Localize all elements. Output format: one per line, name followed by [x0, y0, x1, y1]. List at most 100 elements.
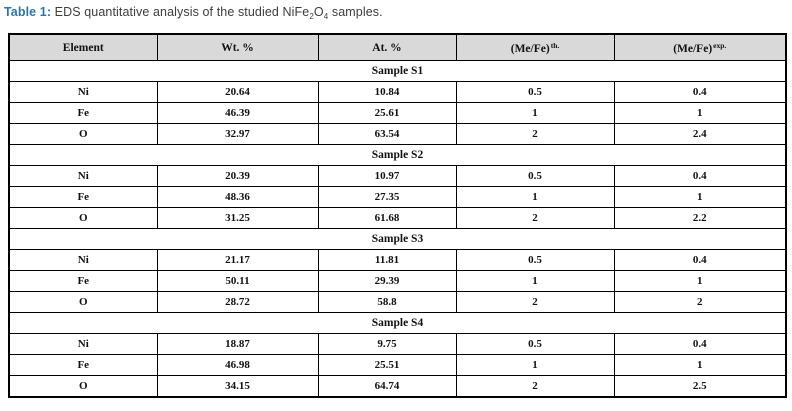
sample-section-row: Sample S1: [8, 60, 787, 82]
sample-section-row: Sample S2: [8, 144, 787, 166]
table-row: Ni 18.87 9.75 0.5 0.4: [8, 333, 787, 355]
value-cell: 1: [455, 186, 615, 208]
value-cell: 1: [613, 102, 787, 124]
value-cell: 20.64: [156, 81, 319, 103]
value-cell: 0.5: [455, 165, 615, 187]
value-cell: 63.54: [317, 123, 457, 145]
value-cell: 29.39: [317, 270, 457, 292]
sample-section-row: Sample S4: [8, 312, 787, 334]
column-header-element-label: Element: [62, 41, 104, 54]
table-row: O 34.15 64.74 2 2.5: [8, 375, 787, 398]
column-header-at-label: At. %: [372, 41, 402, 54]
column-header-at-percent: At. %: [317, 33, 457, 61]
value-cell: 64.74: [317, 375, 457, 398]
value-cell: 1: [613, 270, 787, 292]
element-cell: Fe: [8, 270, 158, 292]
value-cell: 9.75: [317, 333, 457, 355]
table-caption-text-mid: O: [313, 5, 324, 19]
table-row: O 28.72 58.8 2 2: [8, 291, 787, 313]
sample-section-row: Sample S3: [8, 228, 787, 250]
table-caption-subscript-4: 4: [323, 12, 329, 21]
column-header-wt-label: Wt. %: [221, 41, 254, 54]
value-cell: 46.39: [156, 102, 319, 124]
column-header-mefe-experimental: (Me/Fe)exp.: [613, 33, 787, 61]
value-cell: 21.17: [156, 249, 319, 271]
table-caption-label: Table 1:: [4, 5, 52, 19]
sample-section-header: Sample S4: [8, 312, 787, 334]
value-cell: 1: [613, 186, 787, 208]
table-caption-subscript-2: 2: [309, 12, 314, 21]
value-cell: 18.87: [156, 333, 319, 355]
value-cell: 28.72: [156, 291, 319, 313]
table-caption-text-post: samples.: [328, 5, 383, 19]
value-cell: 48.36: [156, 186, 319, 208]
value-cell: 0.5: [455, 249, 615, 271]
value-cell: 2: [455, 123, 615, 145]
table-row: O 31.25 61.68 2 2.2: [8, 207, 787, 229]
column-header-mefe-theoretical: (Me/Fe)th.: [455, 33, 615, 61]
element-cell: O: [8, 291, 158, 313]
value-cell: 2: [613, 291, 787, 313]
value-cell: 31.25: [156, 207, 319, 229]
table-caption-text-pre: EDS quantitative analysis of the studied…: [51, 5, 310, 19]
value-cell: 10.97: [317, 165, 457, 187]
value-cell: 0.5: [455, 81, 615, 103]
table-row: Fe 50.11 29.39 1 1: [8, 270, 787, 292]
value-cell: 32.97: [156, 123, 319, 145]
column-header-element: Element: [8, 33, 158, 61]
sample-section-header: Sample S1: [8, 60, 787, 82]
table-row: Ni 20.64 10.84 0.5 0.4: [8, 81, 787, 103]
element-cell: O: [8, 375, 158, 398]
value-cell: 27.35: [317, 186, 457, 208]
value-cell: 0.4: [613, 81, 787, 103]
value-cell: 2.4: [613, 123, 787, 145]
value-cell: 2.5: [613, 375, 787, 398]
table-row: Fe 46.39 25.61 1 1: [8, 102, 787, 124]
table-caption: Table 1: EDS quantitative analysis of th…: [4, 5, 792, 21]
mefe-th-superscript: th.: [550, 40, 560, 50]
element-cell: Ni: [8, 333, 158, 355]
value-cell: 61.68: [317, 207, 457, 229]
value-cell: 2: [455, 375, 615, 398]
element-cell: Ni: [8, 249, 158, 271]
value-cell: 0.4: [613, 333, 787, 355]
element-cell: O: [8, 207, 158, 229]
table-body: Sample S1 Ni 20.64 10.84 0.5 0.4 Fe 46.39 25.61 1…: [8, 60, 787, 398]
value-cell: 50.11: [156, 270, 319, 292]
table-row: Fe 48.36 27.35 1 1: [8, 186, 787, 208]
value-cell: 25.51: [317, 354, 457, 376]
value-cell: 2.2: [613, 207, 787, 229]
column-header-mefe-th-label: (Me/Fe): [510, 42, 550, 55]
table-row: Fe 46.98 25.51 1 1: [8, 354, 787, 376]
value-cell: 11.81: [317, 249, 457, 271]
element-cell: Ni: [8, 165, 158, 187]
value-cell: 10.84: [317, 81, 457, 103]
value-cell: 0.4: [613, 165, 787, 187]
eds-analysis-table: Element Wt. % At. % (Me/Fe)th. (Me/Fe)ex…: [8, 33, 787, 398]
value-cell: 25.61: [317, 102, 457, 124]
mefe-exp-superscript: exp.: [713, 40, 727, 50]
value-cell: 20.39: [156, 165, 319, 187]
column-header-mefe-exp-label: (Me/Fe): [673, 42, 713, 55]
table-row: Ni 20.39 10.97 0.5 0.4: [8, 165, 787, 187]
table-header-row: Element Wt. % At. % (Me/Fe)th. (Me/Fe)ex…: [8, 33, 787, 61]
value-cell: 0.5: [455, 333, 615, 355]
value-cell: 46.98: [156, 354, 319, 376]
value-cell: 2: [455, 207, 615, 229]
value-cell: 1: [455, 354, 615, 376]
value-cell: 1: [455, 270, 615, 292]
table-row: Ni 21.17 11.81 0.5 0.4: [8, 249, 787, 271]
element-cell: Fe: [8, 354, 158, 376]
table-row: O 32.97 63.54 2 2.4: [8, 123, 787, 145]
value-cell: 0.4: [613, 249, 787, 271]
element-cell: O: [8, 123, 158, 145]
element-cell: Fe: [8, 186, 158, 208]
sample-section-header: Sample S3: [8, 228, 787, 250]
element-cell: Fe: [8, 102, 158, 124]
value-cell: 34.15: [156, 375, 319, 398]
table-header: Element Wt. % At. % (Me/Fe)th. (Me/Fe)ex…: [8, 33, 787, 61]
value-cell: 1: [613, 354, 787, 376]
value-cell: 1: [455, 102, 615, 124]
sample-section-header: Sample S2: [8, 144, 787, 166]
value-cell: 2: [455, 291, 615, 313]
